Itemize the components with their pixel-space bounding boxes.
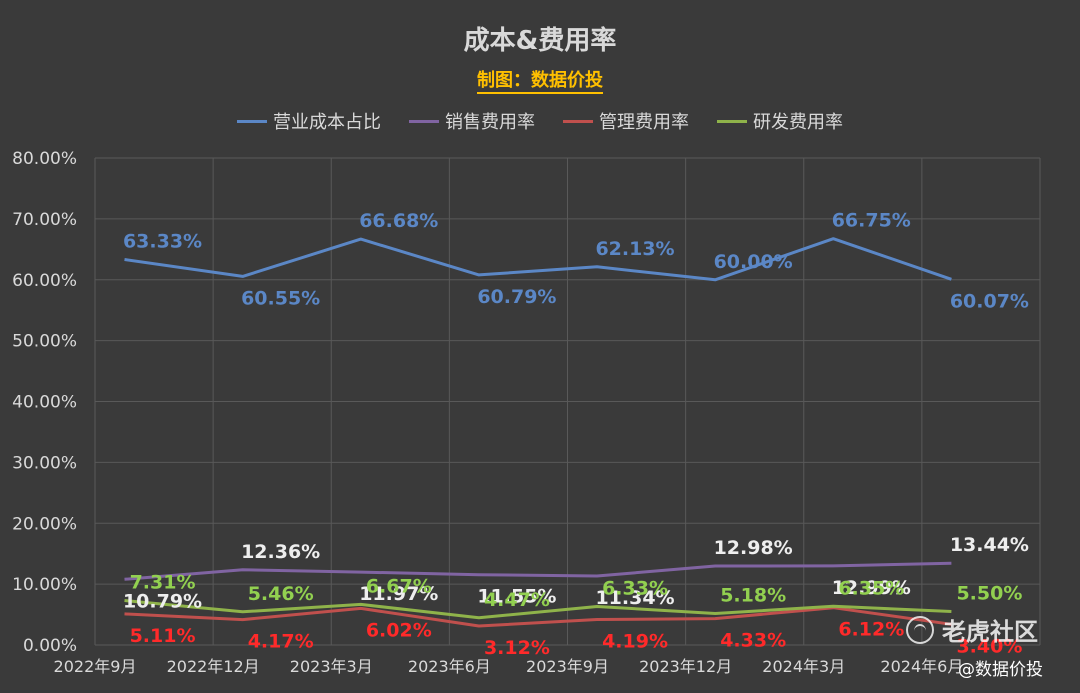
y-tick-label: 10.00%	[12, 575, 77, 595]
data-label: 4.47%	[484, 589, 550, 611]
series-line	[124, 599, 952, 620]
data-label: 66.75%	[832, 210, 911, 232]
data-label: 60.55%	[241, 287, 320, 309]
x-tick-label: 2023年12月	[639, 657, 732, 676]
legend-swatch	[409, 119, 439, 123]
data-label: 11.55%	[477, 586, 556, 608]
legend-label: 研发费用率	[753, 112, 843, 133]
data-label: 12.36%	[241, 541, 320, 563]
y-tick-label: 70.00%	[12, 210, 77, 230]
data-label: 63.33%	[123, 230, 202, 252]
tiger-logo-icon	[906, 615, 934, 644]
chart-legend: 营业成本占比 销售费用率 管理费用率 研发费用率	[0, 108, 1080, 134]
chart-subtitle: 制图：数据价投	[0, 66, 1080, 94]
x-tick-label: 2022年9月	[54, 657, 137, 676]
legend-item-admin-expense: 管理费用率	[563, 108, 689, 134]
data-label: 11.34%	[595, 587, 674, 609]
legend-swatch	[717, 119, 747, 123]
data-label: 3.12%	[484, 637, 550, 659]
y-tick-label: 60.00%	[12, 271, 77, 291]
data-label: 60.07%	[950, 290, 1029, 312]
y-tick-label: 20.00%	[12, 514, 77, 534]
data-label: 12.98%	[714, 537, 793, 559]
y-tick-label: 80.00%	[12, 149, 77, 169]
series-line	[124, 561, 952, 581]
x-tick-label: 2023年9月	[526, 657, 609, 676]
legend-item-cost-ratio: 营业成本占比	[237, 108, 381, 134]
x-tick-label: 2024年3月	[762, 657, 845, 676]
watermark-credit: @数据价投	[958, 660, 1043, 680]
data-label: 4.17%	[248, 631, 314, 653]
data-label: 4.33%	[720, 630, 786, 652]
y-tick-label: 30.00%	[12, 453, 77, 473]
chart-subtitle-text: 制图：数据价投	[477, 70, 603, 94]
x-tick-label: 2023年6月	[408, 657, 491, 676]
chart-title: 成本&费用率	[463, 26, 617, 56]
data-label: 6.12%	[838, 619, 904, 641]
y-tick-label: 0.00%	[23, 636, 77, 656]
data-label: 60.79%	[477, 286, 556, 308]
legend-label: 管理费用率	[599, 112, 689, 133]
data-label: 5.50%	[956, 583, 1022, 605]
data-label: 6.33%	[602, 577, 668, 599]
y-tick-label: 40.00%	[12, 393, 77, 413]
data-label: 6.35%	[838, 577, 904, 599]
data-label: 7.31%	[130, 572, 196, 594]
legend-swatch	[563, 119, 593, 123]
data-label: 3.40%	[956, 635, 1022, 657]
data-label: 12.99%	[832, 577, 911, 599]
data-label: 6.02%	[366, 619, 432, 641]
series-line	[124, 606, 952, 628]
watermark: 老虎社区	[906, 612, 1038, 647]
data-label: 62.13%	[595, 238, 674, 260]
x-tick-label: 2022年12月	[167, 657, 260, 676]
legend-label: 销售费用率	[445, 112, 535, 133]
y-tick-label: 50.00%	[12, 332, 77, 352]
legend-label: 营业成本占比	[273, 112, 381, 133]
data-label: 11.97%	[359, 583, 438, 605]
data-label: 66.68%	[359, 210, 438, 232]
legend-swatch	[237, 119, 267, 123]
x-tick-label: 2023年3月	[290, 657, 373, 676]
watermark-brand: 老虎社区	[942, 618, 1038, 646]
data-label: 6.67%	[366, 575, 432, 597]
data-label: 60.00%	[714, 251, 793, 273]
data-label: 4.19%	[602, 630, 668, 652]
series-line	[124, 237, 952, 282]
x-tick-label: 2024年6月	[880, 657, 963, 676]
data-label: 5.46%	[248, 583, 314, 605]
legend-item-sales-expense: 销售费用率	[409, 108, 535, 134]
data-label: 10.79%	[123, 590, 202, 612]
data-label: 5.18%	[720, 584, 786, 606]
legend-item-rd-expense: 研发费用率	[717, 108, 843, 134]
data-label: 5.11%	[130, 625, 196, 647]
data-label: 13.44%	[950, 534, 1029, 556]
